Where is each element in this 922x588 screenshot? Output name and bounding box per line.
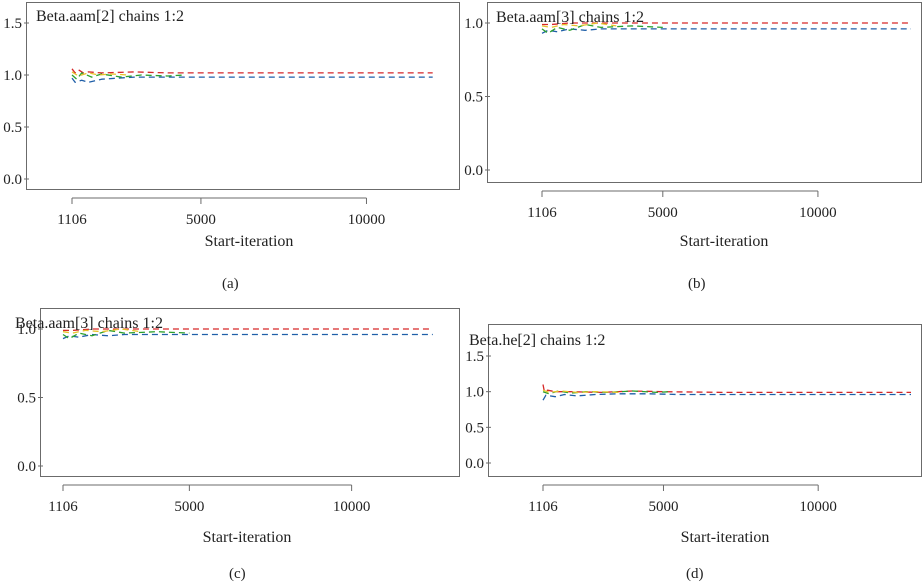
y-tick-label: 0.5 <box>17 391 36 407</box>
chart-panel-d: 0.0 0.5 1.0 1.5 1106 5000 10000 Beta.he[2] cha… <box>460 300 922 588</box>
x-tick-label: 5000 <box>648 499 678 515</box>
series-line-4 <box>71 71 129 77</box>
y-tick-label: 1.5 <box>465 349 484 365</box>
y-tick-label: 1.5 <box>3 16 22 32</box>
x-tick-label: 1106 <box>57 212 87 228</box>
plot-frame <box>40 308 460 477</box>
x-tick-label: 5000 <box>174 499 204 515</box>
series-line-3 <box>62 329 190 340</box>
chart-panel-a: 0.0 0.5 1.0 1.5 1106 5000 10000 Beta.aam[2] ch… <box>0 0 460 294</box>
y-tick-label: 1.0 <box>464 16 483 32</box>
x-axis-title: Start-iteration <box>680 233 769 250</box>
x-axis-title: Start-iteration <box>205 233 294 250</box>
chart-d-svg: 0.0 0.5 1.0 1.5 1106 5000 10000 Beta.he[2] cha… <box>465 324 922 546</box>
caption-a: (a) <box>222 276 239 292</box>
series-line-1 <box>63 328 433 332</box>
y-tick-label: 0.0 <box>17 459 36 475</box>
series-line-1 <box>542 22 911 26</box>
y-tick-label: 0.0 <box>3 172 22 188</box>
x-tick-label: 10000 <box>348 212 386 228</box>
x-tick-label: 5000 <box>648 205 678 221</box>
caption-d: (d) <box>686 566 704 582</box>
chart-panel-b: 0.0 0.5 1.0 1106 5000 10000 Beta.aam[3] chain… <box>460 0 922 294</box>
y-tick-label: 0.5 <box>465 420 484 436</box>
x-tick-label: 1106 <box>528 499 558 515</box>
y-tick-label: 0.5 <box>3 120 22 136</box>
series-line-3 <box>71 72 185 80</box>
series-line-1 <box>542 384 911 394</box>
x-tick-label: 5000 <box>186 212 216 228</box>
series-line-4 <box>62 328 141 334</box>
y-tick-label: 1.0 <box>3 68 22 84</box>
x-tick-label: 1106 <box>527 205 557 221</box>
plot-frame <box>26 2 460 190</box>
y-tick-label: 0.0 <box>465 456 484 472</box>
y-tick-label: 1.0 <box>465 385 484 401</box>
x-tick-label: 10000 <box>799 205 837 221</box>
x-tick-label: 10000 <box>333 499 371 515</box>
x-axis-title: Start-iteration <box>203 529 292 546</box>
y-tick-label: 0.5 <box>464 90 483 106</box>
series-line-2 <box>541 28 911 34</box>
series-line-1 <box>71 68 433 74</box>
chart-title: Beta.aam[2] chains 1:2 <box>36 8 184 25</box>
y-tick-label: 0.0 <box>464 163 483 179</box>
chart-b-svg: 0.0 0.5 1.0 1106 5000 10000 Beta.aam[3] chain… <box>464 2 922 250</box>
x-tick-label: 1106 <box>48 499 78 515</box>
chart-c-svg: 0.0 0.5 1.0 1106 5000 10000 Beta.aam[3] chain… <box>15 308 460 546</box>
chart-panel-c: 0.0 0.5 1.0 1106 5000 10000 Beta.aam[3] chain… <box>0 300 460 588</box>
caption-b: (b) <box>688 276 706 292</box>
chart-title: Beta.aam[3] chains 1:2 <box>496 9 644 26</box>
caption-c: (c) <box>229 566 246 582</box>
series-line-2 <box>71 76 433 83</box>
chart-title: Beta.he[2] chains 1:2 <box>469 332 605 349</box>
chart-title: Beta.aam[3] chains 1:2 <box>15 315 163 332</box>
x-axis-title: Start-iteration <box>681 529 770 546</box>
series-line-2 <box>62 333 433 340</box>
series-line-4 <box>542 389 621 394</box>
series-line-2 <box>542 393 911 401</box>
chart-a-svg: 0.0 0.5 1.0 1.5 1106 5000 10000 Beta.aam[2] ch… <box>3 2 460 250</box>
x-tick-label: 10000 <box>799 499 837 515</box>
y-tick-label: 1.0 <box>17 322 36 338</box>
